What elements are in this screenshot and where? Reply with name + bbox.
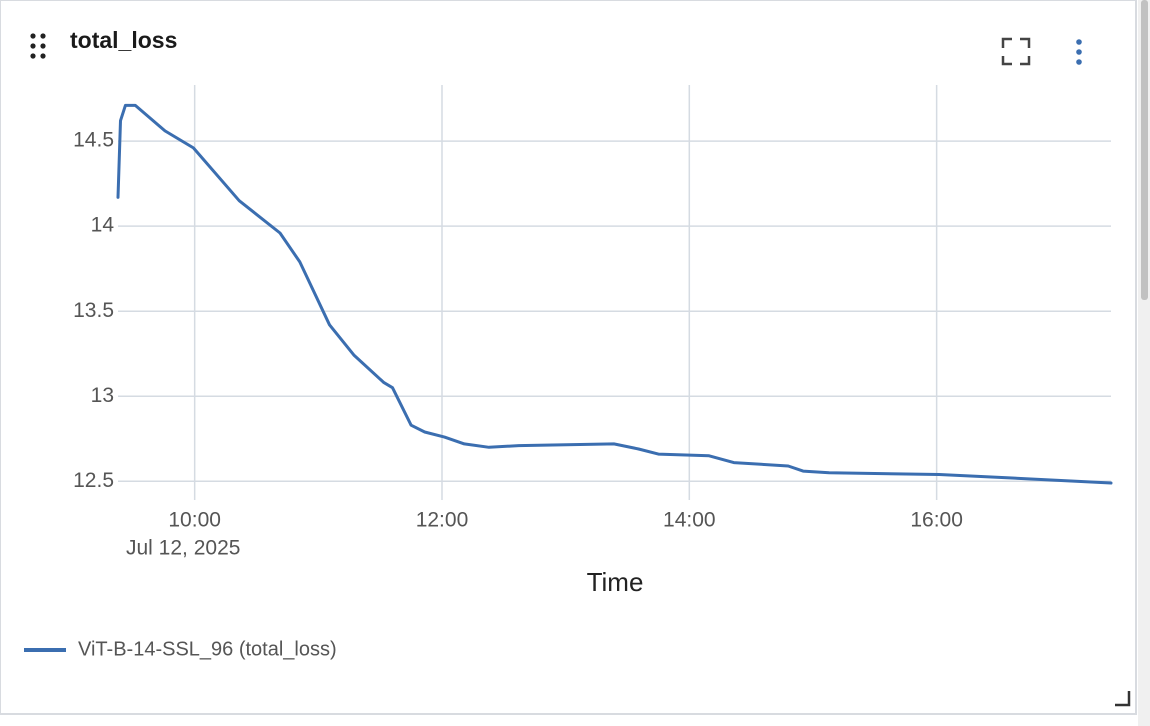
y-tick-label: 13 [91, 384, 114, 407]
chart-title: total_loss [70, 27, 177, 53]
y-tick-label: 14 [91, 214, 115, 237]
drag-handle[interactable] [30, 33, 46, 59]
legend-label: ViT-B-14-SSL_96 (total_loss) [78, 638, 337, 660]
fullscreen-button[interactable] [1001, 37, 1031, 66]
y-tick-label: 13.5 [73, 299, 114, 322]
scrollbar-thumb[interactable] [1141, 0, 1148, 300]
x-tick-label: 14:00 [663, 509, 716, 532]
x-tick-label: 16:00 [910, 509, 963, 532]
x-date-label: Jul 12, 2025 [126, 537, 240, 560]
series-line [116, 103, 1113, 485]
y-tick-label: 14.5 [73, 129, 114, 152]
x-tick-label: 10:00 [168, 509, 221, 532]
x-tick-label: 12:00 [416, 509, 469, 532]
panel-border [0, 0, 1137, 715]
y-tick-label: 12.5 [73, 469, 114, 492]
x-axis-label: Time [587, 567, 644, 597]
menu-button[interactable] [1076, 39, 1082, 65]
resize-handle[interactable] [1115, 691, 1131, 707]
